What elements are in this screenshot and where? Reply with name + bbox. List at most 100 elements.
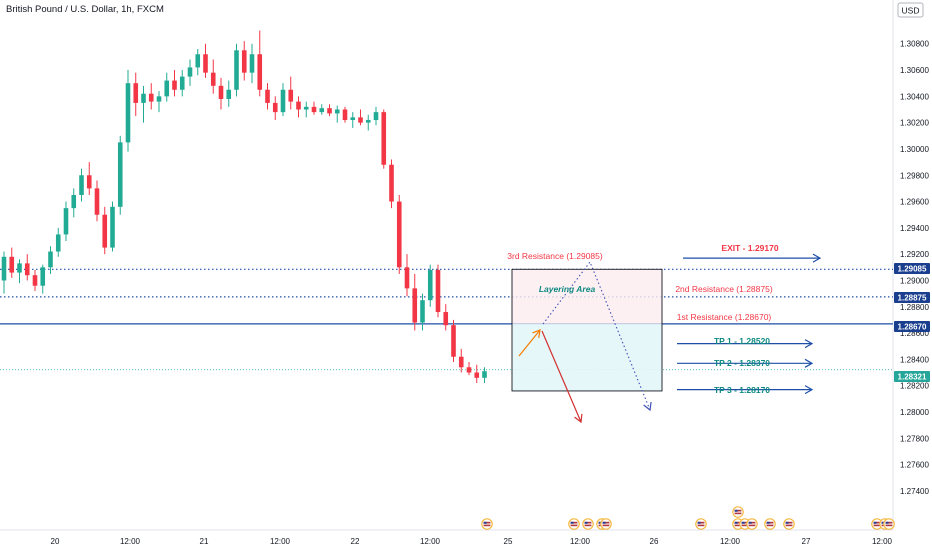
event-flag-14 <box>883 518 895 530</box>
event-flag-0 <box>481 518 493 530</box>
candle-body-18 <box>141 93 146 103</box>
chart-title: British Pound / U.S. Dollar, 1h, FXCM <box>6 4 164 15</box>
candle-body-0 <box>1 256 7 281</box>
candle-body-34 <box>265 89 270 103</box>
res2-label: 2nd Resistance (1.28875) <box>675 284 773 294</box>
event-flag-4 <box>600 518 612 530</box>
event-flag-10 <box>764 518 776 530</box>
candle-body-6 <box>48 251 53 268</box>
x-tick-label-7: 12:00 <box>570 537 591 546</box>
event-flag-blue-11 <box>785 521 789 524</box>
res1-label: 1st Resistance (1.28670) <box>677 312 772 322</box>
tp2-arrow-head <box>804 358 814 368</box>
x-tick-label-4: 22 <box>351 537 360 546</box>
candle-body-50 <box>389 164 394 202</box>
event-flag-stripe-0 <box>483 523 491 525</box>
x-tick-label-1: 12:00 <box>120 537 141 546</box>
event-flag-9 <box>746 518 758 530</box>
event-flag-stripe-9 <box>748 523 756 525</box>
candle-body-24 <box>187 67 193 77</box>
y-tick-label-12: 1.28400 <box>900 355 929 364</box>
candle-body-54 <box>420 300 425 323</box>
candle-body-26 <box>203 54 208 73</box>
candle-body-32 <box>249 54 255 73</box>
event-flag-5 <box>695 518 707 530</box>
y-tick-label-3: 1.30200 <box>900 119 929 128</box>
candle-body-30 <box>234 50 239 90</box>
candle-body-5 <box>40 267 46 286</box>
price-tags: 1.29085 1.28875 1.28670 1.28321 <box>894 263 930 382</box>
x-tick-label-5: 12:00 <box>420 537 441 546</box>
price-tag-3: 1.28670 <box>898 323 927 332</box>
candle-body-23 <box>179 76 185 90</box>
event-flag-stripe-1 <box>570 523 578 525</box>
candle-body-9 <box>71 194 77 209</box>
candle-body-27 <box>210 72 216 86</box>
x-tick-label-0: 20 <box>51 537 60 546</box>
layering-label: Layering Area <box>539 284 596 294</box>
candle-body-40 <box>311 106 317 113</box>
candle-body-15 <box>117 142 123 207</box>
economic-event-flags[interactable] <box>481 506 895 530</box>
candle-body-60 <box>466 367 472 373</box>
currency-box[interactable] <box>897 2 924 18</box>
candle-body-59 <box>458 356 464 368</box>
candle-body-44 <box>342 109 348 121</box>
zone-border <box>511 268 663 392</box>
x-tick-label-3: 12:00 <box>270 537 291 546</box>
y-tick-label-9: 1.29000 <box>900 276 929 285</box>
candle-body-4 <box>32 275 38 286</box>
event-flag-blue-13 <box>881 521 885 524</box>
candle-body-41 <box>319 108 325 113</box>
y-tick-label-11: 1.28600 <box>900 329 929 338</box>
event-flag-6 <box>732 506 744 518</box>
candle-body-3 <box>24 263 30 276</box>
x-tick-label-8: 26 <box>650 537 659 546</box>
tp2-label: TP 2 - 1.28370 <box>714 358 770 368</box>
candle-body-21 <box>164 80 170 97</box>
candle-body-33 <box>257 54 263 90</box>
y-tick-label-16: 1.27600 <box>900 461 929 470</box>
candle-body-51 <box>396 201 402 268</box>
candle-body-17 <box>133 83 139 103</box>
candle-body-35 <box>272 102 278 113</box>
y-tick-label-0: 1.30800 <box>900 40 929 49</box>
event-flag-blue-4 <box>602 521 606 524</box>
candle-body-39 <box>303 106 309 110</box>
y-tick-label-5: 1.29800 <box>900 171 929 180</box>
tp1-label: TP 1 - 1.28520 <box>714 336 770 346</box>
event-flag-blue-8 <box>741 521 745 524</box>
red-down-arrow-head <box>574 413 583 424</box>
event-flag-blue-6 <box>734 509 738 512</box>
candle-body-53 <box>412 288 418 323</box>
price-tag-bg-2 <box>894 292 930 303</box>
event-flag-stripe-7 <box>734 523 742 525</box>
candle-body-42 <box>327 108 332 114</box>
candle-body-1 <box>9 256 15 273</box>
price-tag-bg-4 <box>894 371 930 382</box>
price-tag-4: 1.28321 <box>898 373 927 382</box>
event-flag-blue-5 <box>697 521 701 524</box>
event-flag-stripe-11 <box>785 523 793 525</box>
y-tick-label-15: 1.27800 <box>900 434 929 443</box>
orange-up-arrow <box>518 329 541 357</box>
event-flag-stripe-10 <box>766 523 774 525</box>
event-flag-stripe-8 <box>741 523 749 525</box>
candle-body-36 <box>280 89 286 113</box>
event-flag-blue-3 <box>598 521 602 524</box>
event-flag-blue-0 <box>483 521 487 524</box>
layering-zone <box>511 268 663 392</box>
event-flag-2 <box>582 518 594 530</box>
candle-body-2 <box>17 263 22 273</box>
event-flag-blue-2 <box>584 521 588 524</box>
tp1-arrow-head <box>804 339 814 349</box>
y-axis: 1.30800 1.30600 1.30400 1.30200 1.30000 1.298… <box>900 40 929 496</box>
candle-body-14 <box>110 206 115 248</box>
y-tick-label-17: 1.27400 <box>900 487 929 496</box>
candle-body-10 <box>79 175 84 195</box>
candle-body-22 <box>172 80 177 90</box>
price-tag-1: 1.29085 <box>898 265 927 274</box>
y-tick-label-8: 1.29200 <box>900 250 929 259</box>
